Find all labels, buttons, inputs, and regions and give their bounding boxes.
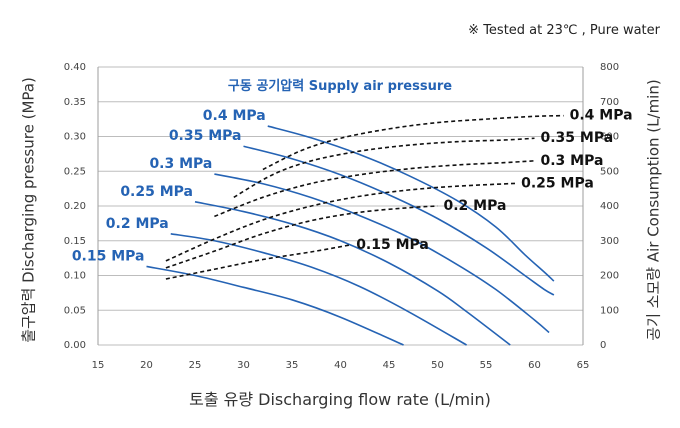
y-tick-label: 0.10	[64, 271, 86, 282]
x-axis-label: 토출 유량 Discharging flow rate (L/min)	[189, 390, 491, 409]
pressure-curve-0-2-MPa	[170, 233, 467, 346]
air-label: 0.15 MPa	[356, 237, 429, 253]
y-tick-label: 0.30	[64, 132, 86, 143]
x-tick-label: 65	[577, 360, 590, 371]
x-tick-label: 15	[92, 360, 105, 371]
x-tick-label: 60	[528, 360, 541, 371]
x-tick-label: 45	[383, 360, 396, 371]
y2-tick-label: 400	[600, 201, 619, 212]
y-tick-label: 0.05	[64, 305, 86, 316]
x-tick-label: 50	[431, 360, 444, 371]
y-tick-label: 0.20	[64, 201, 86, 212]
y2-tick-label: 700	[600, 97, 619, 108]
pressure-label: 0.4 MPa	[203, 108, 266, 124]
y2-axis-label: 공기 소모량 Air Consumption (L/min)	[644, 79, 663, 341]
pressure-label: 0.15 MPa	[72, 248, 145, 264]
test-condition-note: ※ Tested at 23℃ , Pure water	[468, 23, 660, 38]
air-curve-0-4-MPa	[262, 114, 564, 171]
pressure-label: 0.25 MPa	[120, 184, 193, 200]
x-tick-label: 55	[480, 360, 493, 371]
pressure-curve-0-35-MPa	[243, 145, 555, 296]
y-tick-label: 0.35	[64, 97, 86, 108]
pressure-curve-0-3-MPa	[214, 173, 550, 334]
y2-tick-label: 500	[600, 166, 619, 177]
air-curve-0-3-MPa	[214, 160, 535, 218]
air-label: 0.2 MPa	[444, 198, 507, 214]
y2-tick-label: 200	[600, 271, 619, 282]
pressure-label: 0.3 MPa	[149, 156, 212, 172]
air-curve-0-25-MPa	[165, 182, 516, 262]
x-tick-label: 35	[286, 360, 299, 371]
y-tick-label: 0.15	[64, 236, 86, 247]
pressure-curve-0-15-MPa	[146, 265, 404, 346]
pressure-curve-0-4-MPa	[267, 125, 555, 282]
pressure-label: 0.35 MPa	[169, 128, 242, 144]
y-tick-label: 0.00	[64, 340, 86, 351]
y-axis-label: 출구압력 Discharging pressure (MPa)	[19, 77, 38, 343]
chart-title: 구동 공기압력 Supply air pressure	[228, 79, 452, 94]
y2-tick-label: 0	[600, 340, 606, 351]
air-curve-0-2-MPa	[165, 205, 438, 269]
y2-tick-label: 100	[600, 305, 619, 316]
pressure-curve-0-25-MPa	[194, 201, 511, 346]
x-tick-label: 20	[140, 360, 153, 371]
y2-tick-label: 600	[600, 132, 619, 143]
y-tick-label: 0.25	[64, 166, 86, 177]
pressure-label: 0.2 MPa	[106, 216, 169, 232]
air-label: 0.25 MPa	[521, 175, 594, 191]
x-tick-label: 40	[334, 360, 347, 371]
air-label: 0.35 MPa	[541, 130, 614, 146]
air-label: 0.4 MPa	[570, 108, 633, 124]
x-tick-label: 25	[189, 360, 202, 371]
air-curve-0-15-MPa	[165, 244, 351, 280]
y2-tick-label: 300	[600, 236, 619, 247]
air-label: 0.3 MPa	[541, 153, 604, 169]
y-tick-label: 0.40	[64, 62, 86, 73]
y2-tick-label: 800	[600, 62, 619, 73]
x-tick-label: 30	[237, 360, 250, 371]
